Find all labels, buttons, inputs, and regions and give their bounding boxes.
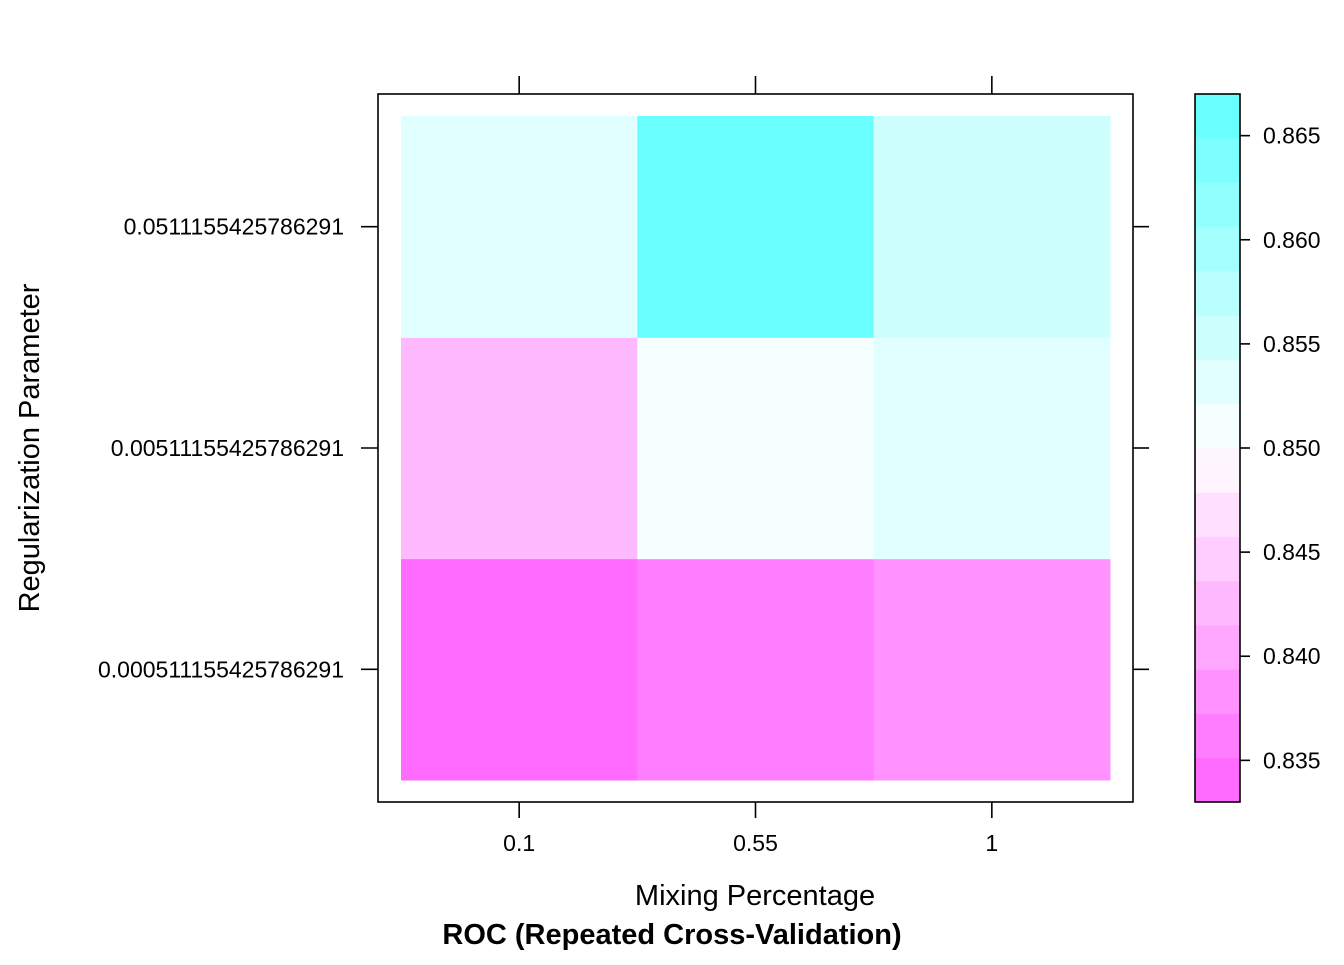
heatmap-cell [637,558,875,781]
colorbar-tick-label: 0.865 [1263,123,1321,149]
heatmap-cell [637,116,875,338]
colorbar-bin [1195,359,1240,405]
colorbar-tick-label: 0.850 [1263,435,1321,461]
colorbar-bin [1195,271,1240,316]
colorbar-tick-label: 0.845 [1263,539,1321,565]
colorbar-bin [1195,757,1240,803]
x-tick-label: 0.55 [733,830,778,856]
chart-caption: ROC (Repeated Cross-Validation) [442,919,901,951]
colorbar-tick-label: 0.835 [1263,747,1321,773]
colorbar-bin [1195,669,1240,714]
colorbar-bin [1195,226,1240,272]
colorbar-tick-label: 0.860 [1263,227,1321,253]
heatmap-cell [637,337,875,560]
heatmap-cell [873,337,1111,560]
x-axis-label: Mixing Percentage [635,880,875,912]
heatmap-cell [873,558,1111,781]
colorbar-bin [1195,625,1240,670]
heatmap-cells [401,116,1111,781]
y-tick-label: 0.0511155425786291 [124,214,344,240]
y-tick-label: 0.000511155425786291 [98,656,344,682]
colorbar-tick-label: 0.840 [1263,643,1321,669]
y-tick-label: 0.00511155425786291 [111,435,344,461]
axis-ticks: 0.1 0.55 1 0.000511155425786291 0.0051115542… [98,76,1149,856]
colorbar-bin [1195,182,1240,228]
y-axis-label: Regularization Parameter [14,283,46,612]
heatmap-cell [401,558,638,781]
colorbar-bin [1195,403,1240,449]
colorbar: 0.835 0.840 0.845 0.850 0.855 0.860 0.865 [1194,93,1321,803]
colorbar-tick-label: 0.855 [1263,331,1321,357]
colorbar-bin [1195,315,1240,360]
heatmap-cell [873,116,1111,338]
x-tick-label: 1 [985,830,998,856]
heatmap-cell [401,116,638,338]
colorbar-bin [1195,580,1240,626]
heatmap-cell [401,337,638,560]
colorbar-bin [1195,448,1240,493]
colorbar-bin [1195,713,1240,759]
colorbar-bin [1195,138,1240,183]
colorbar-bin [1195,536,1240,582]
colorbar-bin [1195,492,1240,537]
colorbar-bin [1195,94,1240,139]
x-tick-label: 0.1 [503,830,535,856]
